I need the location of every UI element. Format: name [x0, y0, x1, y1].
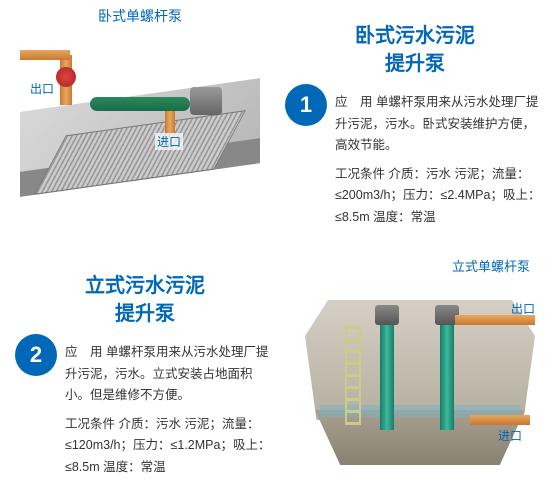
badge-1: 1: [285, 84, 327, 126]
title-2-line1: 立式污水污泥: [15, 272, 275, 300]
text-block-1: 卧式污水污泥 提升泵 1 应 用 单螺杆泵用来从污水处理厂提升污泥，污水。卧式安…: [280, 0, 560, 250]
label-inlet-1: 进口: [155, 133, 183, 150]
cond-2: 工况条件 介质：污水 污泥；流量：≤120m3/h；压力：≤1.2MPa；吸上：…: [65, 414, 275, 478]
illustration-horizontal: 卧式单螺杆泵 出口 进口: [0, 0, 280, 250]
pump-diagram-1: 出口 进口: [10, 25, 270, 225]
pump-diagram-2: 出口 进口: [290, 265, 550, 485]
text-block-2: 立式污水污泥 提升泵 2 应 用 单螺杆泵用来从污水处理厂提升污泥，污水。立式安…: [0, 250, 280, 500]
caption-1: 卧式单螺杆泵: [98, 6, 182, 26]
label-outlet-2: 出口: [511, 300, 535, 317]
badge-2: 2: [15, 334, 57, 376]
illustration-vertical: 立式单螺杆泵 出口 进口: [280, 250, 560, 500]
title-1-line2: 提升泵: [285, 50, 545, 78]
title-2-line2: 提升泵: [15, 300, 275, 328]
cond-1: 工况条件 介质：污水 污泥；流量：≤200m3/h；压力：≤2.4MPa；吸上：…: [335, 164, 545, 228]
section-horizontal-pump: 卧式单螺杆泵 出口 进口 卧式污水污泥 提升泵 1 应 用 单螺杆泵用来从污水处…: [0, 0, 560, 250]
desc-1: 应 用 单螺杆泵用来从污水处理厂提升污泥，污水。卧式安装维护方便，高效节能。: [335, 92, 545, 156]
section-vertical-pump: 立式污水污泥 提升泵 2 应 用 单螺杆泵用来从污水处理厂提升污泥，污水。立式安…: [0, 250, 560, 500]
label-inlet-2: 进口: [498, 427, 522, 444]
desc-2: 应 用 单螺杆泵用来从污水处理厂提升污泥，污水。立式安装占地面积小。但是维修不方…: [65, 342, 275, 406]
label-outlet-1: 出口: [28, 80, 56, 97]
title-1-line1: 卧式污水污泥: [285, 22, 545, 50]
